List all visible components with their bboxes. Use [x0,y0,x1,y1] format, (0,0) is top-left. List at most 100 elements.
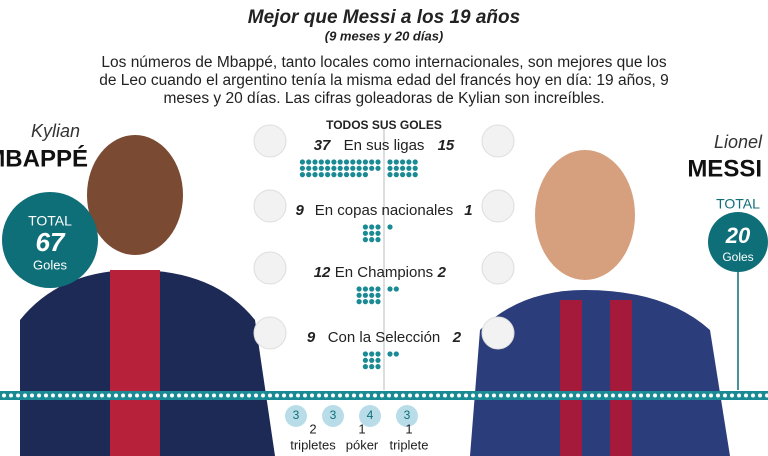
goal-dot [331,172,337,178]
band-dot [30,393,34,398]
goal-dot [369,159,375,165]
goal-dot [331,165,337,171]
band-dot [520,393,524,398]
ball-label: 4 [367,408,374,422]
band-dot [555,393,559,398]
goal-dot [362,165,368,171]
goal-dot [325,159,331,165]
right-value: 2 [437,264,447,281]
goal-dot [369,299,375,305]
hat-trick-count: 1 [405,421,412,436]
goal-dot [362,292,368,298]
goal-dot [362,351,368,357]
band-dot [44,393,48,398]
goal-dot [356,299,362,305]
ball [322,405,344,427]
goal-dot [356,172,362,178]
goal-dot [375,159,381,165]
band-dot [380,393,384,398]
band-dot [737,393,741,398]
goal-dot [356,292,362,298]
goal-dot [393,286,399,292]
row-label: En Champions [335,264,433,281]
total-value: 67 [36,227,66,257]
band-dot [457,393,461,398]
band-dot [51,393,55,398]
band-dot [716,393,720,398]
band-dot [387,393,391,398]
row-label: Con la Selección [328,329,441,346]
left-value: 37 [314,137,331,154]
goal-dot [400,159,406,165]
band-dot [702,393,706,398]
band-dot [366,393,370,398]
goal-dot [325,172,331,178]
goal-dot [375,357,381,363]
goal-dot [312,165,318,171]
goal-dot [387,224,393,230]
title: Mejor que Messi a los 19 años [248,7,520,28]
goal-dot [306,159,312,165]
band-dot [226,393,230,398]
goal-dot [312,172,318,178]
goal-dot [362,237,368,243]
goal-dot [387,172,393,178]
goal-dot [362,299,368,305]
band-dot [86,393,90,398]
right-value: 2 [452,329,462,346]
last-name: MESSI [687,155,762,182]
goal-dot [299,165,305,171]
goal-dot [337,172,343,178]
band-dot [695,393,699,398]
band-dot [639,393,643,398]
band-dot [548,393,552,398]
band-dot [100,393,104,398]
band-dot [184,393,188,398]
hat-trick-count: 2 [309,421,316,436]
band-dot [247,393,251,398]
goal-dot [306,172,312,178]
band-dot [674,393,678,398]
band-dot [156,393,160,398]
goal-dot [387,286,393,292]
hat-trick-label: tripletes [290,437,336,452]
band-dot [569,393,573,398]
band-dot [191,393,195,398]
band-dot [135,393,139,398]
goal-dot [412,165,418,171]
goal-dot [393,351,399,357]
goal-dot [393,172,399,178]
goal-dot [393,159,399,165]
goal-dot [406,165,412,171]
band-dot [219,393,223,398]
band-dot [296,393,300,398]
goal-dot [362,159,368,165]
band-dot [590,393,594,398]
band-dot [723,393,727,398]
goal-dot [356,165,362,171]
band-dot [163,393,167,398]
band-dot [268,393,272,398]
band-dot [513,393,517,398]
band-dot [324,393,328,398]
band-dot [16,393,20,398]
goal-dot [375,286,381,292]
band-dot [205,393,209,398]
band-dot [478,393,482,398]
band-dot [114,393,118,398]
band-dot [499,393,503,398]
goal-dot [350,159,356,165]
band-dot [331,393,335,398]
goal-dot [375,364,381,370]
band-dot [345,393,349,398]
ball [359,405,381,427]
band-dot [142,393,146,398]
ball [396,405,418,427]
band-dot [471,393,475,398]
band-dot [303,393,307,398]
band-dot [415,393,419,398]
intro-text: Los números de Mbappé, tanto locales com… [99,54,669,107]
goal-dot [400,172,406,178]
right-value: 15 [438,137,455,154]
band-dot [338,393,342,398]
